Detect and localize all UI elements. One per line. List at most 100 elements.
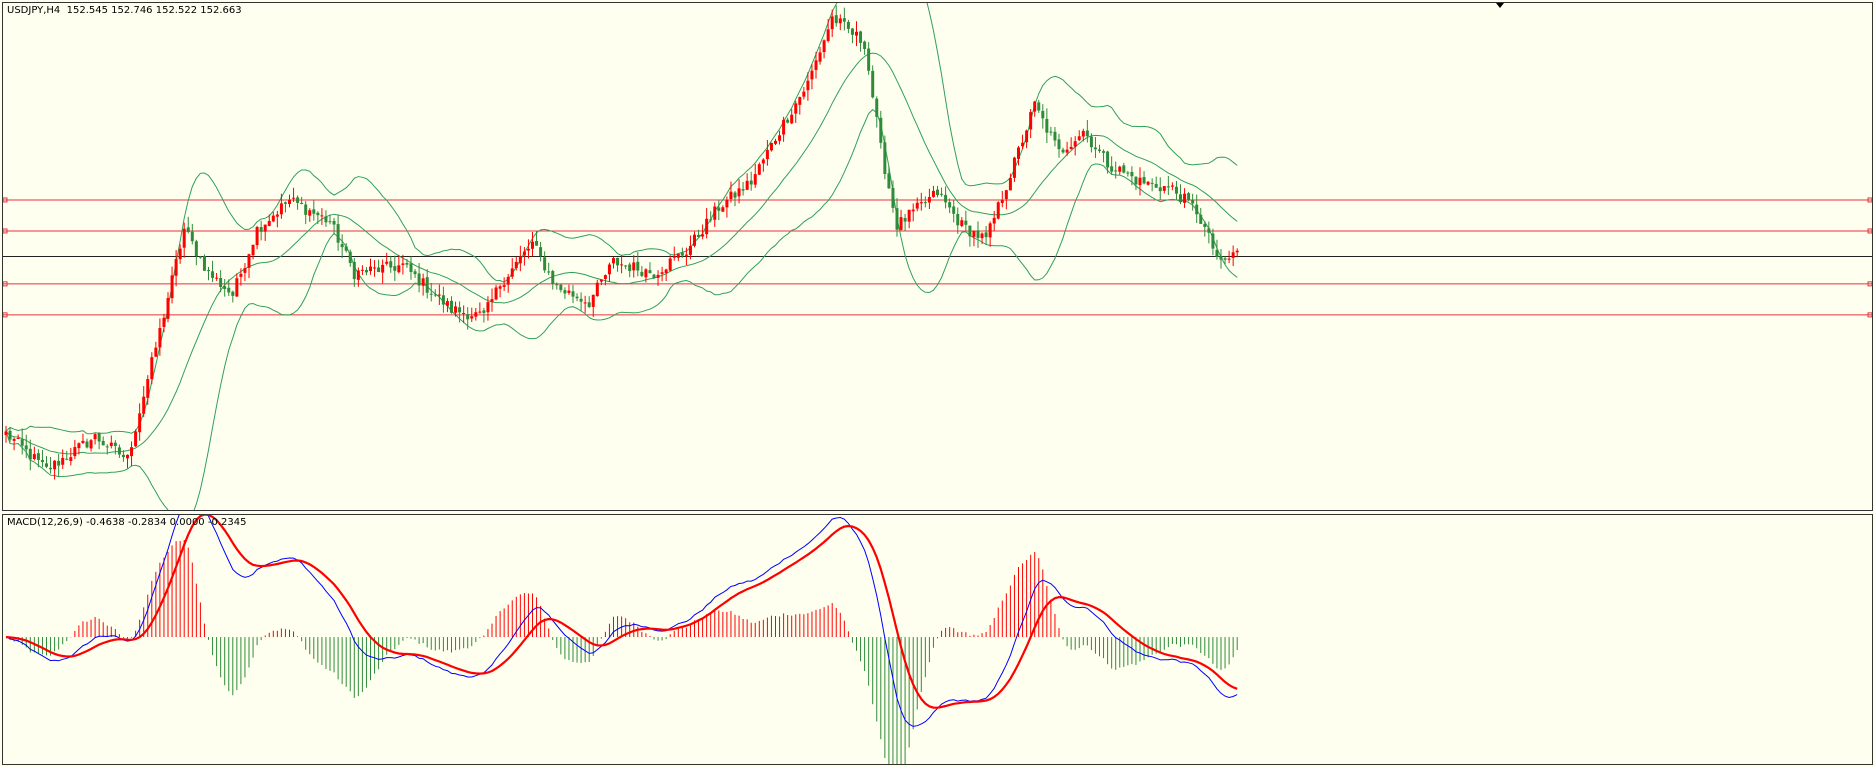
candle-body	[628, 264, 632, 271]
candle-body	[1223, 258, 1227, 260]
candle-body	[846, 21, 850, 29]
candle-body	[1065, 149, 1069, 153]
candle-body	[397, 265, 401, 273]
candle-body	[243, 268, 247, 273]
candle-body	[745, 180, 749, 190]
candle-body	[624, 265, 628, 267]
candle-body	[1012, 157, 1016, 178]
candle-body	[891, 187, 895, 208]
candle-body	[441, 295, 445, 305]
candle-body	[1004, 190, 1008, 200]
candle-body	[936, 189, 939, 196]
candle-body	[162, 317, 166, 327]
candle-body	[352, 261, 356, 280]
candle-body	[814, 60, 818, 70]
candle-body	[73, 447, 77, 457]
candle-body	[599, 279, 603, 282]
candle-body	[65, 458, 69, 460]
candle-body	[1029, 112, 1033, 130]
candle-body	[24, 445, 28, 450]
candle-body	[454, 306, 458, 313]
candle-body	[231, 291, 235, 296]
candle-body	[1098, 149, 1101, 151]
candle-body	[235, 278, 239, 297]
candle-body	[490, 299, 494, 303]
candle-body	[158, 328, 162, 348]
candle-body	[830, 16, 834, 30]
candle-body	[620, 264, 624, 266]
candle-body	[790, 114, 794, 124]
candle-body	[1085, 130, 1089, 137]
candle-body	[320, 215, 324, 217]
candle-body	[458, 307, 462, 313]
candle-body	[616, 257, 620, 266]
candle-body	[348, 251, 352, 264]
candle-body	[664, 269, 668, 274]
candle-body	[1021, 142, 1025, 147]
candle-body	[575, 296, 579, 299]
candle-body	[701, 234, 705, 237]
candle-body	[328, 221, 332, 223]
candle-body	[275, 214, 279, 217]
candle-body	[672, 256, 676, 258]
candle-body	[174, 259, 178, 276]
candle-body	[1199, 214, 1203, 224]
candle-body	[1154, 183, 1158, 188]
candle-body	[1146, 181, 1150, 185]
candle-body	[126, 454, 129, 459]
candle-body	[389, 261, 393, 268]
candle-body	[875, 98, 879, 117]
candle-body	[1093, 147, 1097, 150]
candle-body	[531, 241, 534, 249]
candle-body	[834, 15, 838, 24]
candle-body	[1179, 194, 1182, 203]
candle-body	[871, 70, 875, 98]
candle-body	[1211, 233, 1215, 249]
candle-body	[964, 220, 968, 225]
candle-body	[927, 197, 931, 203]
candle-body	[8, 430, 12, 440]
candle-body	[130, 447, 134, 457]
candle-body	[186, 227, 190, 233]
candle-body	[57, 460, 61, 466]
candle-body	[567, 290, 571, 293]
candle-body	[1025, 130, 1029, 143]
candle-body	[1203, 223, 1207, 227]
candle-body	[267, 221, 271, 226]
candle-body	[101, 440, 105, 446]
candle-body	[1089, 136, 1093, 148]
candle-body	[931, 190, 935, 197]
candle-body	[676, 253, 680, 258]
candle-body	[498, 286, 502, 289]
candle-body	[364, 270, 368, 273]
candle-body	[259, 227, 263, 232]
candle-body	[903, 217, 907, 222]
candle-body	[810, 70, 814, 80]
candle-body	[1150, 182, 1154, 184]
candle-body	[761, 159, 765, 164]
candle-body	[279, 203, 283, 215]
candle-body	[850, 28, 854, 35]
candle-body	[223, 286, 227, 290]
candle-body	[842, 18, 846, 22]
candle-body	[737, 188, 741, 197]
candle-body	[895, 208, 899, 230]
candle-body	[194, 241, 198, 256]
candle-body	[425, 277, 429, 293]
candle-body	[288, 199, 291, 205]
candle-body	[822, 40, 826, 53]
candle-body	[417, 273, 421, 286]
candle-body	[539, 247, 543, 256]
symbol-ohlc-label: USDJPY,H4 152.545 152.746 152.522 152.66…	[7, 5, 242, 16]
candle-body	[652, 274, 656, 279]
candle-body	[324, 216, 328, 223]
price-chart-pane[interactable]: USDJPY,H4 152.545 152.746 152.522 152.66…	[2, 2, 1873, 511]
candle-body	[486, 302, 490, 313]
candle-body	[684, 254, 688, 256]
candle-body	[1166, 186, 1170, 188]
candle-body	[16, 438, 20, 440]
candle-body	[405, 262, 409, 265]
macd-indicator-pane[interactable]: MACD(12,26,9) -0.4638 -0.2834 0.0000 -0.…	[2, 514, 1873, 765]
candle-body	[1130, 171, 1134, 177]
candle-body	[1195, 204, 1199, 215]
